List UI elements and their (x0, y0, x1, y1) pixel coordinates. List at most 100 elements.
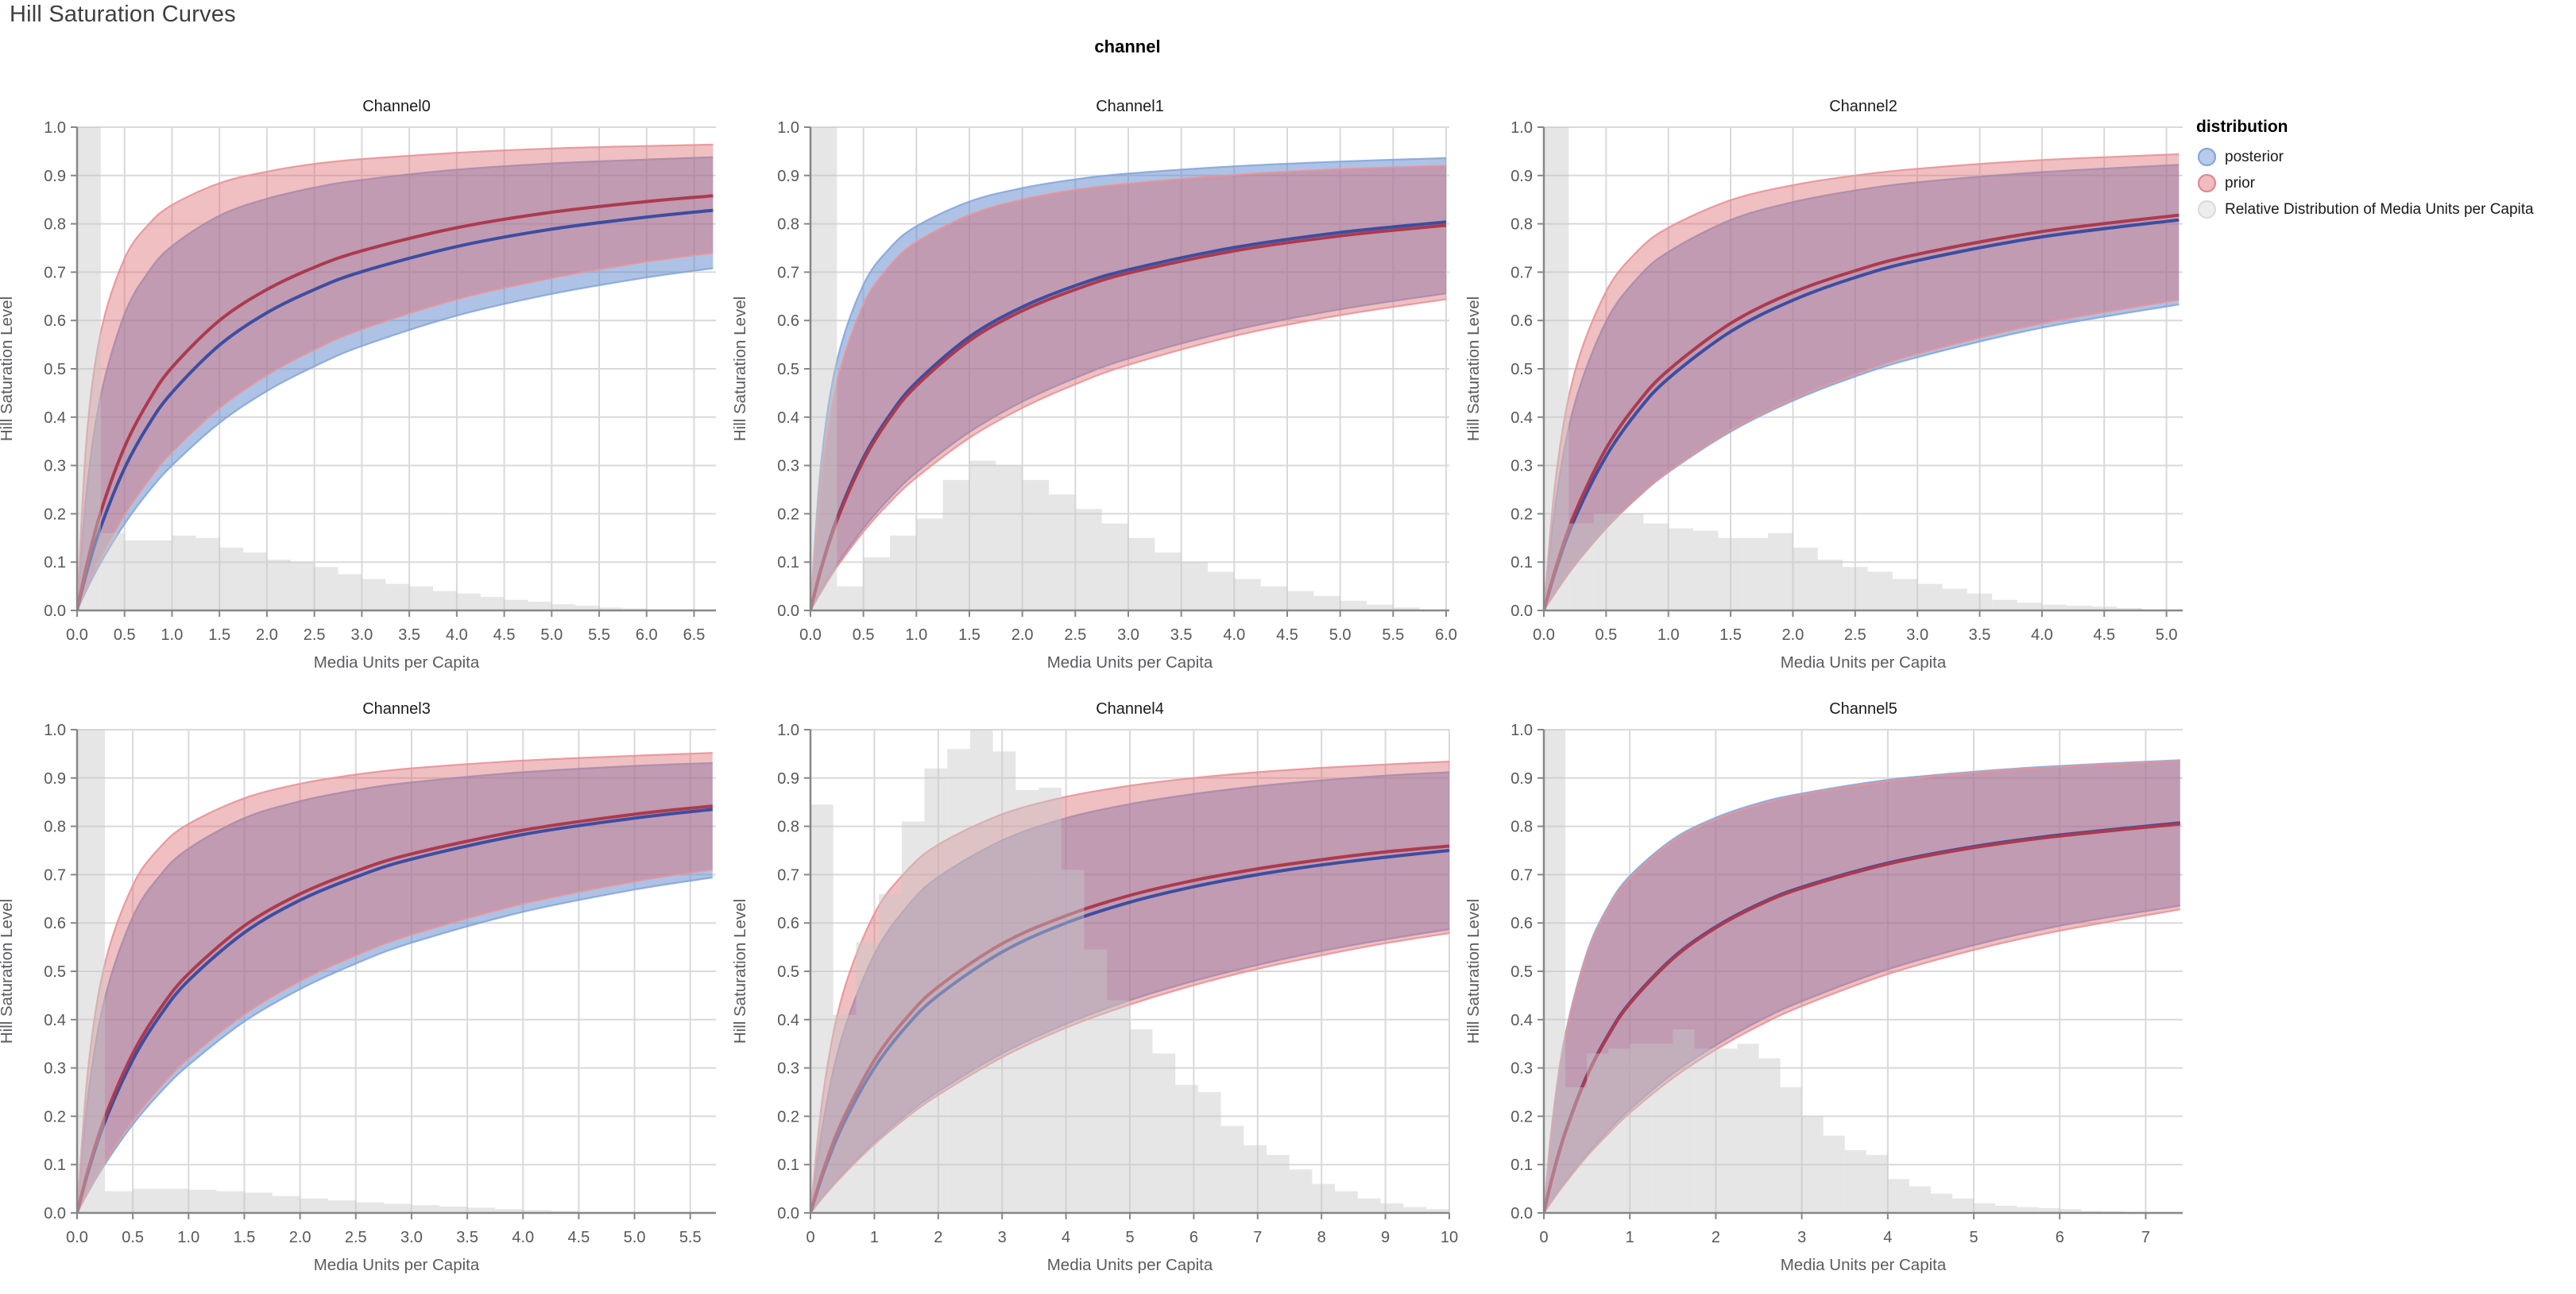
axes: 0.0 0.5 1.0 1.5 2.0 2.5 3.0 3.5 4.0 4.5 5.0 5.5 0.0 0… (44, 722, 716, 1246)
x-tick-label: 0.0 (66, 1229, 88, 1246)
y-tick-label: 0.6 (777, 915, 799, 932)
legend-label: posterior (2225, 148, 2284, 165)
histogram-bar (327, 1200, 356, 1213)
legend-item-prior: prior (2196, 170, 2534, 196)
y-tick-label: 0.5 (1510, 963, 1533, 981)
histogram-bar (1568, 523, 1594, 610)
x-tick-label: 1 (870, 1229, 879, 1246)
x-tick-label: 6 (2056, 1229, 2064, 1246)
y-tick-label: 0.9 (1510, 770, 1533, 788)
legend-label: prior (2225, 174, 2256, 192)
y-tick-label: 0.1 (777, 554, 799, 571)
subplot-channel3: 0.0 0.5 1.0 1.5 2.0 2.5 3.0 3.5 4.0 4.5 5.0 5.5 0.0 0… (0, 688, 727, 1294)
histogram-bar (856, 942, 880, 1213)
x-tick-label: 6 (1189, 1229, 1198, 1246)
histogram-bar (1992, 599, 2017, 610)
x-tick-label: 2.5 (1064, 626, 1086, 644)
chart-channel2: 0.0 0.5 1.0 1.5 2.0 2.5 3.0 3.5 4.0 4.5 5.0 0.0 0.1 0… (1464, 98, 2183, 672)
x-tick-label: 5.5 (1382, 626, 1404, 644)
prior-band-upper-edge (77, 752, 713, 1213)
histogram-bar (810, 804, 834, 1213)
histogram-bar (2017, 602, 2042, 610)
legend-item-relative-distribution: Relative Distribution of Media Units per… (2196, 196, 2534, 223)
x-tick-label: 2.0 (1782, 626, 1804, 644)
axes: 0.0 0.5 1.0 1.5 2.0 2.5 3.0 3.5 4.0 4.5 5.0 5.5 6.0 0… (777, 119, 1457, 644)
chart-channel3: 0.0 0.5 1.0 1.5 2.0 2.5 3.0 3.5 4.0 4.5 5.0 5.5 0.0 0… (0, 700, 716, 1274)
histogram-bar (2038, 1207, 2060, 1213)
distribution-swatch-icon (2197, 200, 2217, 219)
y-tick-label: 0.0 (777, 602, 799, 620)
histogram-bar (338, 574, 362, 610)
x-tick-label: 1.5 (234, 1229, 256, 1246)
x-tick-label: 5.0 (624, 1229, 646, 1246)
histogram-bar (833, 1014, 857, 1213)
histogram-bar (1693, 530, 1719, 610)
y-tick-label: 0.6 (1510, 915, 1533, 932)
histogram-bar (1974, 1203, 1996, 1213)
histogram-bar (2041, 604, 2067, 610)
y-tick-label: 0.4 (44, 409, 66, 427)
histogram-bar (1673, 1029, 1695, 1213)
y-tick-label: 0.5 (777, 361, 799, 378)
histogram-bar (1289, 1169, 1313, 1213)
histogram-bar (1084, 949, 1108, 1213)
x-tick-label: 5.0 (540, 626, 563, 644)
histogram-bar (947, 749, 970, 1213)
y-tick-label: 0.1 (44, 554, 66, 571)
posterior-band-lower-edge (77, 267, 714, 610)
posterior-band (1544, 165, 2180, 610)
histogram-bar (879, 893, 902, 1213)
y-tick-label: 0.2 (1510, 506, 1533, 523)
y-tick-label: 0.7 (777, 866, 799, 884)
y-axis-title: Hill Saturation Level (0, 296, 16, 441)
histogram-bar (1668, 528, 1694, 610)
histogram-bar (1197, 1092, 1221, 1213)
histogram-bar (172, 535, 196, 610)
posterior-band-upper-edge (77, 156, 714, 610)
x-tick-label: 5.0 (1329, 626, 1352, 644)
y-axis-title: Hill Saturation Level (1464, 899, 1483, 1044)
y-tick-label: 0.6 (44, 915, 66, 932)
histogram-bar (901, 821, 925, 1213)
y-tick-label: 1.0 (44, 722, 66, 739)
x-tick-label: 0.0 (799, 626, 822, 644)
subplot-title: Channel4 (1096, 700, 1164, 718)
y-tick-label: 0.8 (777, 819, 799, 836)
y-axis-title: Hill Saturation Level (731, 296, 749, 441)
x-tick-label: 0 (1539, 1229, 1548, 1246)
media-units-histogram (77, 730, 579, 1213)
prior-mean-line (810, 844, 1449, 1213)
histogram-bar (244, 1192, 273, 1213)
histogram-bar (272, 1195, 300, 1213)
media-units-histogram (810, 730, 1449, 1213)
y-tick-label: 0.3 (777, 1060, 799, 1078)
y-tick-label: 0.4 (777, 1012, 799, 1029)
histogram-bar (1155, 552, 1182, 610)
posterior-mean-line (1544, 218, 2180, 610)
x-tick-label: 7 (2141, 1229, 2150, 1246)
subplot-channel4: 0 1 2 3 4 5 6 7 8 9 10 0.0 0.1 0.2 0.3 0.4 0.5 0.6 0.7 0.8 0… (721, 688, 1460, 1294)
histogram-bar (1892, 579, 1918, 610)
histogram-bar (1866, 1155, 1888, 1213)
histogram-bar (1022, 479, 1049, 610)
y-tick-label: 0.3 (1510, 1060, 1533, 1078)
x-tick-label: 3.0 (1906, 626, 1928, 644)
histogram-bar (105, 1191, 133, 1213)
y-tick-label: 0.7 (44, 866, 66, 884)
y-tick-label: 0.6 (777, 312, 799, 330)
histogram-bar (1967, 593, 1993, 610)
posterior-band (810, 157, 1446, 610)
x-tick-label: 3.0 (400, 1229, 423, 1246)
histogram-bar (480, 596, 505, 610)
x-tick-label: 2.5 (304, 626, 326, 644)
x-tick-label: 2 (1712, 1229, 1720, 1246)
y-tick-label: 0.0 (1510, 602, 1533, 620)
histogram-bar (2017, 1207, 2039, 1213)
y-tick-label: 0.3 (44, 1060, 66, 1078)
y-tick-label: 0.8 (1510, 216, 1533, 234)
histogram-bar (362, 579, 386, 610)
histogram-bar (1380, 1203, 1404, 1213)
histogram-bar (161, 1188, 189, 1213)
chart-channel1: 0.0 0.5 1.0 1.5 2.0 2.5 3.0 3.5 4.0 4.5 5.0 5.5 6.0 0… (731, 98, 1457, 672)
histogram-bar (216, 1191, 245, 1213)
